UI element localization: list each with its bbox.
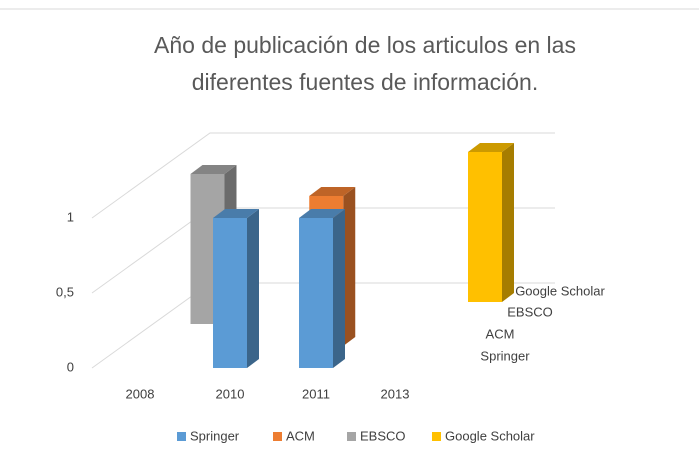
- legend-label: Google Scholar: [445, 428, 535, 443]
- bar-top: [299, 209, 345, 218]
- x-tick-label: 2013: [381, 386, 410, 401]
- x-tick-label: 2008: [126, 386, 155, 401]
- y-tick-label: 0,5: [56, 284, 74, 299]
- y-tick-label: 1: [67, 209, 74, 224]
- bar-front: [213, 218, 247, 368]
- depth-axis-label: Springer: [480, 348, 530, 363]
- legend-swatch: [432, 432, 441, 441]
- bar-top: [468, 143, 514, 152]
- bar-front: [468, 152, 502, 302]
- bar-front: [299, 218, 333, 368]
- legend-label: EBSCO: [360, 428, 406, 443]
- bar-side: [343, 187, 356, 346]
- grid-line: [91, 132, 555, 219]
- bar-side: [333, 209, 345, 368]
- legend-swatch: [177, 432, 186, 441]
- chart-title: diferentes fuentes de información.: [192, 69, 538, 95]
- depth-axis-label: Google Scholar: [515, 283, 605, 298]
- bar: [213, 209, 259, 368]
- legend-swatch: [273, 432, 282, 441]
- bar-top: [309, 187, 356, 196]
- bar-top: [213, 209, 259, 218]
- legend-swatch: [347, 432, 356, 441]
- y-tick-label: 0: [67, 359, 74, 374]
- legend-label: Springer: [190, 428, 240, 443]
- bar: [299, 209, 345, 368]
- bar-side: [247, 209, 259, 368]
- bar-top: [190, 165, 237, 174]
- legend-label: ACM: [286, 428, 315, 443]
- depth-axis-label: EBSCO: [507, 304, 553, 319]
- chart-title: Año de publicación de los articulos en l…: [154, 32, 576, 58]
- depth-axis-label: ACM: [486, 326, 515, 341]
- bar-side: [502, 143, 514, 302]
- bar: [468, 143, 514, 302]
- x-tick-label: 2011: [302, 386, 330, 401]
- x-tick-label: 2010: [216, 386, 245, 401]
